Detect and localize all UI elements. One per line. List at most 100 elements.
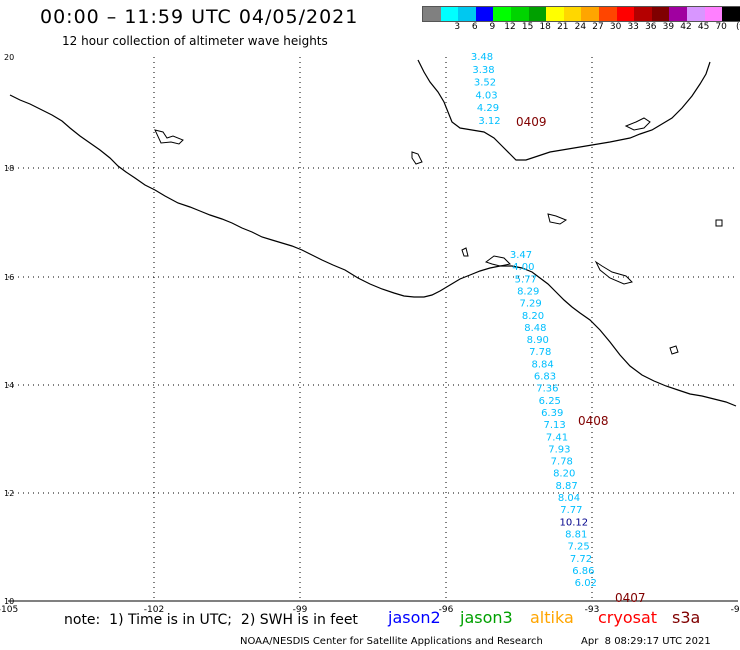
- swh-value: 7.72: [570, 554, 592, 565]
- swh-value: 3.52: [474, 78, 496, 89]
- map-subtitle: 12 hour collection of altimeter wave hei…: [62, 34, 328, 48]
- latitude-label: 14: [4, 381, 14, 390]
- swh-value: 8.20: [522, 311, 544, 322]
- legend-label: 6: [471, 22, 478, 32]
- swh-value: 4.00: [512, 262, 534, 273]
- swh-value: 8.29: [517, 286, 539, 297]
- swh-value: 7.25: [567, 542, 589, 553]
- swh-value: 7.78: [529, 347, 551, 358]
- legend-label: 18: [539, 22, 551, 32]
- swh-value: 7.41: [546, 432, 568, 443]
- legend-swatch: [651, 7, 670, 21]
- lake-6: [624, 117, 651, 131]
- latitude-label: 20: [4, 53, 14, 62]
- latitude-label: 18: [4, 164, 14, 173]
- swh-value: 3.38: [472, 65, 494, 76]
- swh-value: 7.13: [543, 420, 565, 431]
- legend-swatch: [440, 7, 459, 21]
- swh-value: 7.77: [560, 505, 582, 516]
- swh-value: 8.81: [565, 529, 587, 540]
- legend-label: 12: [504, 22, 516, 32]
- legend-label: 9: [489, 22, 496, 32]
- swh-value: 5.77: [515, 274, 537, 285]
- legend-swatch: [458, 7, 476, 21]
- generated-timestamp: Apr 8 08:29:17 UTC 2021: [581, 636, 711, 647]
- coastline: [9, 59, 737, 407]
- pass-time-label: 0408: [578, 414, 609, 428]
- lake-9: [715, 219, 723, 227]
- swh-value: 3.47: [510, 250, 532, 261]
- swh-value: 7.93: [548, 444, 570, 455]
- swh-value: 6.86: [572, 566, 594, 577]
- legend-label: 39: [662, 22, 675, 32]
- swh-value: 7.36: [536, 384, 558, 395]
- lat-lon-grid: -105-102-99-96-93-90201816141210: [0, 53, 740, 615]
- satellite-label-s3a: s3a: [672, 608, 701, 627]
- swh-value: 3.48: [471, 52, 493, 63]
- latitude-label: 16: [4, 273, 14, 282]
- footer-note: note: 1) Time is in UTC; 2) SWH is in fe…: [64, 612, 358, 628]
- legend-label: 3: [454, 22, 461, 32]
- swh-value: 8.84: [531, 359, 553, 370]
- longitude-label: -90: [731, 605, 740, 615]
- legend-label: 21: [557, 22, 569, 32]
- wave-height-color-legend: [422, 6, 740, 22]
- lake-5: [594, 260, 633, 285]
- legend-swatch: [686, 7, 705, 21]
- latitude-label: 12: [4, 489, 14, 498]
- altimeter-track-south: 3.474.005.778.297.298.208.488.907.788.84…: [510, 250, 597, 589]
- legend-label: 70: [715, 22, 727, 32]
- legend-swatch: [634, 7, 652, 21]
- pass-time-label: 0409: [516, 115, 547, 129]
- longitude-label: -102: [144, 605, 164, 615]
- swh-value: 7.29: [519, 299, 541, 310]
- swh-value: 10.12: [559, 517, 588, 528]
- swh-value: 8.90: [527, 335, 549, 346]
- longitude-label: -99: [293, 605, 308, 615]
- legend-swatch: [423, 7, 441, 21]
- legend-swatch: [722, 7, 740, 21]
- lake-4: [547, 213, 568, 225]
- lake-1: [154, 129, 184, 145]
- legend-label: 42: [680, 22, 692, 32]
- swh-value: 3.12: [478, 116, 500, 127]
- credit-text: NOAA/NESDIS Center for Satellite Applica…: [240, 636, 543, 647]
- pass-time-label: 0407: [615, 591, 646, 605]
- legend-label: 36: [645, 22, 657, 32]
- longitude-label: -93: [585, 605, 600, 615]
- legend-label: 33: [627, 22, 639, 32]
- swh-value: 6.02: [575, 578, 597, 589]
- swh-value: 6.39: [541, 408, 563, 419]
- coastline-pacific: [9, 94, 737, 407]
- legend-swatch: [528, 7, 547, 21]
- legend-label: 27: [592, 22, 604, 32]
- legend-label: 30: [609, 22, 622, 32]
- swh-value: 8.87: [555, 481, 577, 492]
- legend-swatch: [510, 7, 529, 21]
- map-title: 00:00 – 11:59 UTC 04/05/2021: [40, 6, 359, 28]
- legend-swatch: [546, 7, 564, 21]
- legend-swatch: [581, 7, 599, 21]
- swh-value: 7.78: [551, 457, 573, 468]
- satellite-label-jason2: jason2: [388, 608, 441, 627]
- satellite-label-jason3: jason3: [460, 608, 513, 627]
- pass-time-labels: 0409 0408 0407: [516, 115, 646, 605]
- lake-2: [411, 151, 423, 165]
- altimeter-track-north: 3.48 3.38 3.524.03 4.29 3.12: [471, 52, 501, 127]
- legend-swatch: [563, 7, 582, 21]
- legend-swatch: [493, 7, 511, 21]
- swh-value: 6.25: [539, 396, 561, 407]
- swh-value: 8.04: [558, 493, 580, 504]
- lake-3: [484, 255, 512, 267]
- longitude-label: -105: [0, 605, 18, 615]
- legend-label: 24: [574, 22, 587, 32]
- legend-swatch: [475, 7, 494, 21]
- legend-label: 45: [697, 22, 710, 32]
- legend-swatch: [704, 7, 723, 21]
- lake-7: [461, 247, 469, 257]
- legend-swatch: [616, 7, 635, 21]
- longitude-label: -96: [439, 605, 454, 615]
- satellite-label-cryosat: cryosat: [598, 608, 658, 627]
